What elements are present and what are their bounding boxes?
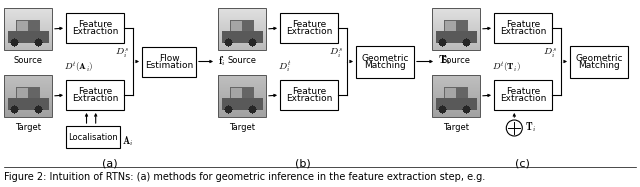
Bar <box>218 8 266 50</box>
Text: Feature: Feature <box>78 87 112 96</box>
Bar <box>356 45 414 77</box>
Bar <box>280 80 338 110</box>
Text: Estimation: Estimation <box>145 61 193 70</box>
Text: Feature: Feature <box>506 87 540 96</box>
Text: Source: Source <box>13 56 42 65</box>
Text: Extraction: Extraction <box>72 27 118 36</box>
Text: Figure 2: Intuition of RTNs: (a) methods for geometric inference in the feature : Figure 2: Intuition of RTNs: (a) methods… <box>4 172 485 182</box>
Text: $D_i^s$: $D_i^s$ <box>329 47 343 60</box>
Text: Extraction: Extraction <box>500 94 546 103</box>
Text: Feature: Feature <box>292 87 326 96</box>
Text: Target: Target <box>15 123 41 132</box>
Bar <box>432 75 480 117</box>
Text: Localisation: Localisation <box>68 133 118 142</box>
Text: $\mathbf{T}_i$: $\mathbf{T}_i$ <box>438 53 451 68</box>
Text: Source: Source <box>442 56 470 65</box>
Bar <box>494 80 552 110</box>
Text: Extraction: Extraction <box>500 27 546 36</box>
Text: Geometric: Geometric <box>361 53 409 62</box>
Text: (a): (a) <box>102 158 118 168</box>
Text: $D^t(\mathbf{T}_i)$: $D^t(\mathbf{T}_i)$ <box>492 61 521 75</box>
Text: Matching: Matching <box>578 61 620 70</box>
Text: $D_i^t$: $D_i^t$ <box>278 60 291 75</box>
Text: (b): (b) <box>295 158 311 168</box>
Bar <box>218 75 266 117</box>
Text: Target: Target <box>229 123 255 132</box>
Text: Feature: Feature <box>506 20 540 29</box>
Text: Extraction: Extraction <box>72 94 118 103</box>
Bar <box>570 45 628 77</box>
Text: Extraction: Extraction <box>286 94 332 103</box>
Bar <box>432 8 480 50</box>
Text: Geometric: Geometric <box>575 53 623 62</box>
Bar <box>4 75 52 117</box>
Bar <box>66 80 124 110</box>
Text: Extraction: Extraction <box>286 27 332 36</box>
Text: $D^t(\mathbf{A}_i)$: $D^t(\mathbf{A}_i)$ <box>64 61 93 75</box>
Text: Feature: Feature <box>292 20 326 29</box>
Text: Source: Source <box>227 56 257 65</box>
Text: Feature: Feature <box>78 20 112 29</box>
Bar <box>280 13 338 43</box>
Bar <box>142 47 196 76</box>
Text: $D_i^s$: $D_i^s$ <box>543 47 557 60</box>
Text: $D_i^s$: $D_i^s$ <box>115 47 129 60</box>
Text: Flow: Flow <box>159 53 179 62</box>
Bar <box>66 13 124 43</box>
Text: Target: Target <box>443 123 469 132</box>
Bar <box>66 126 120 148</box>
Text: (c): (c) <box>515 158 529 168</box>
Bar <box>494 13 552 43</box>
Text: $\mathbf{T}_i$: $\mathbf{T}_i$ <box>525 120 536 134</box>
Text: Matching: Matching <box>364 61 406 70</box>
Bar <box>4 8 52 50</box>
Text: $\mathbf{A}_i$: $\mathbf{A}_i$ <box>122 134 134 148</box>
Text: $\mathbf{f}_i$: $\mathbf{f}_i$ <box>218 55 226 68</box>
